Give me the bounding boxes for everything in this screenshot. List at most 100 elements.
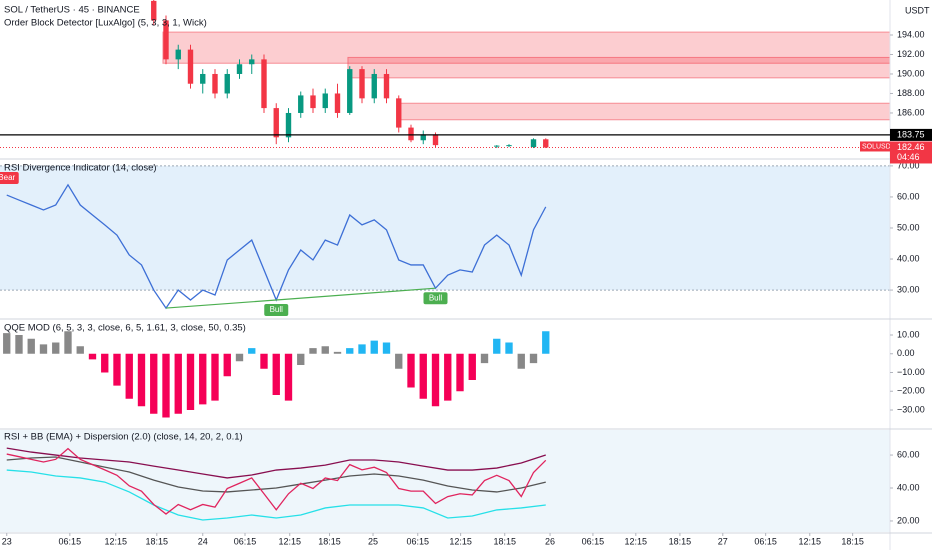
last-price-bg	[890, 141, 932, 164]
x-tick-label: 18:15	[146, 536, 169, 546]
candle-body	[383, 73, 390, 99]
y-tick-label: 186.00	[897, 107, 925, 117]
qqe-panel	[3, 331, 550, 418]
bar	[39, 344, 48, 354]
bar	[272, 353, 280, 395]
x-tick-label: 18:15	[493, 536, 516, 546]
candle-body	[224, 73, 230, 94]
indicator-title: QQE MOD (6, 5, 3, 3, close, 6, 5, 1.61, …	[4, 323, 246, 334]
bar	[505, 342, 513, 354]
bar	[88, 353, 97, 360]
candle-body	[396, 98, 402, 128]
indicator-title: RSI + BB (EMA) + Dispersion (2.0) (close…	[4, 432, 243, 443]
bb-panel	[0, 430, 890, 532]
price-panel	[151, 0, 890, 149]
indicator-title: Order Block Detector [LuxAlgo] (5, 3, 3,…	[4, 18, 207, 29]
candle-body	[506, 145, 512, 147]
x-tick-label: 12:15	[798, 536, 821, 546]
candle-body	[359, 69, 365, 99]
bar	[431, 353, 440, 407]
y-tick-label: 60.00	[897, 191, 920, 201]
bar	[64, 331, 72, 354]
bar	[15, 335, 23, 354]
rsi-panel: Bear Bull Bull	[0, 165, 890, 316]
signal-label-bg	[0, 172, 19, 184]
bar	[309, 348, 317, 354]
candle-body	[347, 69, 353, 113]
bar	[223, 353, 231, 377]
bar	[333, 351, 342, 354]
x-tick-label: 06:15	[406, 536, 429, 546]
y-tick-label: 192.00	[897, 49, 925, 59]
bar	[321, 346, 329, 354]
bar	[186, 353, 195, 410]
order-block	[162, 31, 890, 64]
bar	[235, 353, 244, 362]
bar	[76, 346, 84, 354]
y-tick-label: 20.00	[897, 515, 920, 525]
candle-body	[334, 93, 341, 113]
candle-body	[236, 64, 243, 74]
bar	[260, 353, 268, 369]
x-tick-label: 06:15	[59, 536, 82, 546]
bar	[456, 353, 464, 392]
candle-body	[151, 0, 157, 21]
bar	[542, 331, 550, 354]
x-tick-label: 06:15	[754, 536, 777, 546]
candle-body	[298, 95, 304, 113]
candle-body	[273, 108, 279, 138]
price-label-bg	[890, 128, 932, 141]
y-tick-label: 10.00	[897, 329, 920, 339]
x-tick-label: 12:15	[105, 536, 128, 546]
candle-body	[543, 139, 549, 148]
series-line	[6, 456, 546, 493]
rsi-band	[0, 165, 890, 291]
x-tick-label: 18:15	[841, 536, 864, 546]
signal-label: Bull	[270, 305, 284, 314]
x-tick-label: 18:15	[669, 536, 692, 546]
candle-body	[371, 73, 377, 99]
candle-body	[285, 112, 292, 138]
x-tick-label: 06:15	[582, 536, 605, 546]
bar	[211, 353, 219, 401]
labels: SOL / TetherUS · 45 · BINANCE Order Bloc…	[4, 5, 930, 443]
bar	[52, 342, 60, 354]
bar	[284, 353, 293, 401]
candle-body	[420, 134, 426, 141]
y-tick-label: 40.00	[897, 253, 920, 263]
signal-label-bg	[423, 292, 448, 305]
candle-body	[175, 49, 181, 60]
x-tick-label: 25	[368, 536, 378, 546]
last-price-label: 182.46	[897, 142, 925, 152]
chart-title: SOL / TetherUS · 45 · BINANCE	[4, 5, 140, 16]
y-tick-label: 60.00	[897, 449, 920, 459]
bar	[493, 338, 501, 354]
divergence-line	[165, 287, 436, 309]
candle-body	[163, 20, 169, 60]
bar	[529, 353, 538, 364]
y-tick-label: 188.00	[897, 88, 925, 98]
bar	[137, 353, 146, 407]
indicator-title: RSI Divergence Indicator (14, close)	[4, 163, 157, 174]
bar	[358, 344, 366, 354]
price-label: 183.75	[897, 129, 925, 139]
bar	[395, 353, 403, 369]
x-tick-label: 18:15	[318, 536, 341, 546]
bar	[125, 353, 133, 399]
candle-body	[530, 139, 537, 148]
panel-background	[0, 430, 890, 532]
bar	[517, 353, 525, 369]
candle-body	[494, 145, 500, 147]
candle-body	[432, 134, 439, 146]
series-line	[6, 469, 546, 521]
countdown: 04:46	[897, 152, 920, 162]
y-tick-label: −30.00	[897, 404, 925, 414]
y-tick-label: 70.00	[897, 160, 920, 170]
x-tick-label: 12:15	[278, 536, 301, 546]
y-tick-label: 190.00	[897, 68, 925, 78]
y-tick-label: 50.00	[897, 222, 920, 232]
candle-body	[249, 59, 255, 65]
